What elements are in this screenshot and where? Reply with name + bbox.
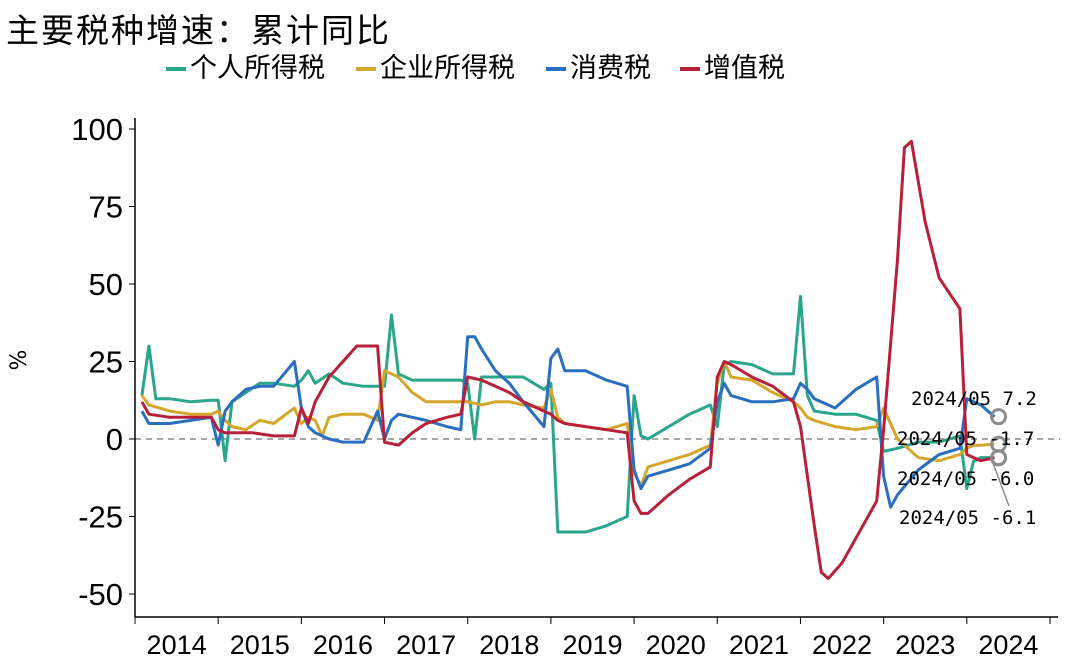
x-tick-label: 2014 [147,630,207,660]
legend-item: 增值税 [680,53,785,84]
series-line-0 [140,294,995,534]
series-line-1 [140,360,995,487]
y-tick: 50 [89,267,135,302]
y-tick: 75 [89,190,135,225]
x-tick-label: 2016 [313,630,373,660]
y-tick-label: 75 [89,190,123,225]
annotation-marker [990,408,1008,426]
y-tick-label: 100 [71,112,123,147]
x-tick-label: 2021 [729,630,789,660]
y-axis-label: % [7,350,32,371]
legend-label: 企业所得税 [380,53,515,84]
legend: 个人所得税 企业所得税 消费税 增值税 [166,53,785,84]
x-tick-label: 2017 [396,630,456,660]
x-tick-label: 2020 [646,630,706,660]
legend-item: 消费税 [546,53,651,84]
annotation-leader [991,461,1010,507]
y-tick-label: 0 [106,422,123,457]
legend-label: 个人所得税 [190,53,325,84]
annotation: 2024/05 -6.1 [899,449,1036,529]
y-tick: -25 [78,500,135,535]
legend-item: 企业所得税 [356,53,515,84]
chart-title: 主要税种增速：累计同比 [6,11,391,50]
series-line-2 [140,335,996,509]
y-tick-label: 50 [89,267,123,302]
y-tick: -50 [78,577,135,612]
series-line-3 [140,139,995,580]
annotation-layer: 2024/05 7.2 2024/05 -1.7 2024/05 -6.0 2024/… [897,388,1037,529]
annotation: 2024/05 7.2 [911,388,1037,426]
x-tick-label: 2024 [978,630,1038,660]
y-tick: 25 [89,345,135,380]
x-tick-label: 2022 [812,630,872,660]
x-tick-label: 2018 [479,630,539,660]
y-axis: % 100 75 50 25 0 -25 -50 [7,112,1060,617]
y-tick-label: -25 [78,500,123,535]
series-layer [140,139,996,580]
legend-label: 增值税 [704,53,785,84]
y-tick-label: -50 [78,577,123,612]
annotation-label: 2024/05 -6.0 [897,468,1034,490]
x-axis: 2014 2015 2016 2017 2018 2019 2020 2021 2022 2023… [134,616,1058,660]
x-tick-label: 2019 [562,630,622,660]
annotation-marker [990,449,1008,467]
annotation-label: 2024/05 -6.1 [899,507,1036,529]
legend-label: 消费税 [570,53,651,84]
x-tick-label: 2015 [230,630,290,660]
y-tick: 0 [106,422,135,457]
annotation-label: 2024/05 -1.7 [897,428,1034,450]
y-tick-label: 25 [89,345,123,380]
legend-item: 个人所得税 [166,53,325,84]
x-tick-label: 2023 [895,630,955,660]
y-tick: 100 [71,112,135,147]
annotation-label: 2024/05 7.2 [911,388,1037,410]
annotation: 2024/05 -1.7 [897,428,1034,453]
